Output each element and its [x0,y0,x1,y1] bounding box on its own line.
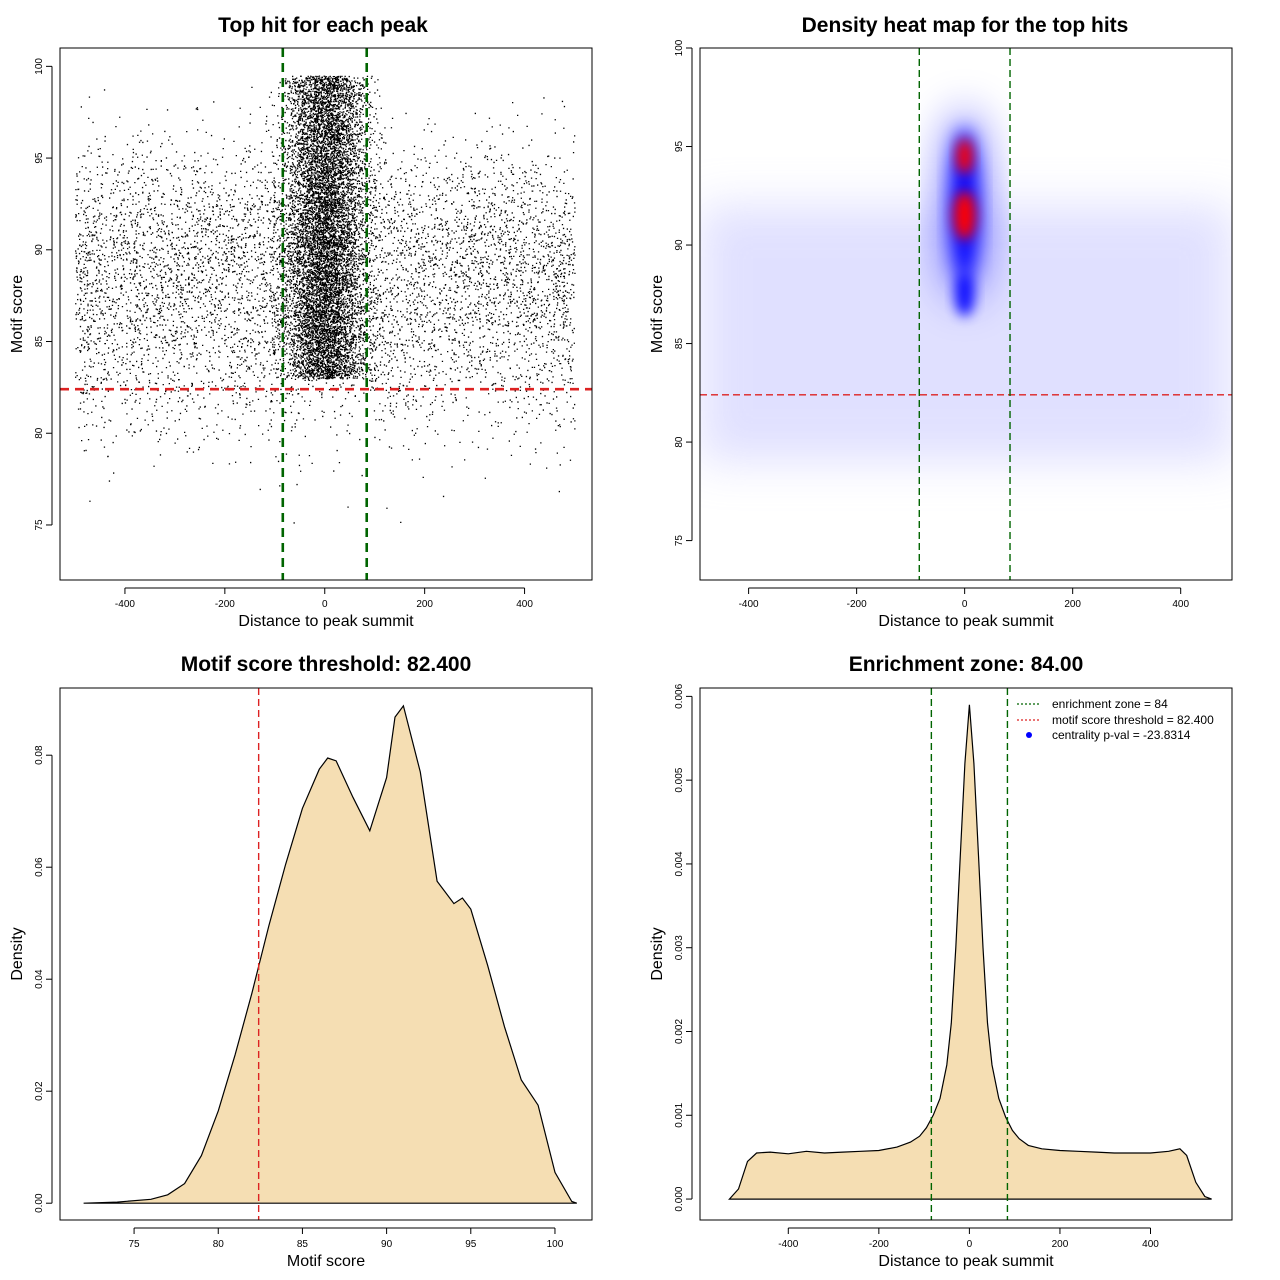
heatmap-y-tick-label: 80 [674,436,685,448]
heatmap-plot-frame [699,47,1233,581]
distance-density-title: Enrichment zone: 84.00 [849,653,1084,676]
scatter-y-tick-label: 80 [34,427,45,439]
heatmap-x-tick-label: 400 [1172,599,1189,610]
scatter-y-tick-label: 95 [34,152,45,164]
scatter-panel: Top hit for each peak -400 -200 0 200 400 75 8… [9,14,593,630]
scatter-x-tick-label: 0 [322,599,328,610]
heatmap-hotspot [954,272,975,317]
scatter-x-tick-label: -400 [115,599,135,610]
distance-density-x-label: Distance to peak summit [878,1253,1054,1270]
score-density-axes: 75 80 85 90 95 100 0.00 0.02 0.04 0.06 0.08 [34,745,564,1250]
scatter-axes: -400 -200 0 200 400 75 80 85 90 95 100 [34,58,533,610]
distance-density-y-tick-label: 0.000 [674,1186,685,1211]
heatmap-panel: Density heat map for the top hits -400 -2… [649,14,1233,630]
heatmap-y-tick-label: 100 [674,39,685,56]
scatter-x-label: Distance to peak summit [238,613,414,630]
heatmap-reference-lines [700,48,1232,580]
distance-density-y-tick-label: 0.003 [674,935,685,960]
heatmap-x-tick-label: 200 [1064,599,1081,610]
score-density-y-tick-label: 0.02 [34,1081,45,1101]
heatmap-x-tick-label: -400 [739,599,759,610]
distance-density-y-tick-label: 0.001 [674,1102,685,1127]
score-density-y-tick-label: 0.06 [34,857,45,877]
distance-density-x-tick-label: 0 [967,1239,973,1250]
heatmap-hotspot [956,138,973,174]
legend-label-enrichment-zone: enrichment zone = 84 [1052,697,1168,711]
heatmap-x-tick-label: 0 [962,599,968,610]
heatmap-y-tick-label: 85 [674,338,685,350]
scatter-points [75,75,576,524]
score-density-y-tick-label: 0.04 [34,969,45,989]
distance-density-x-tick-label: 400 [1142,1239,1159,1250]
scatter-plot-frame [59,47,593,581]
distance-density-plot-frame [699,687,1233,1221]
distance-density-x-tick-label: -400 [778,1239,798,1250]
distance-density-x-tick-label: -200 [869,1239,889,1250]
heatmap-y-tick-label: 90 [674,239,685,251]
heatmap-hotspot [953,191,976,240]
score-density-x-tick-label: 85 [297,1239,309,1250]
distance-density-axes: -400 -200 0 200 400 0.000 0.001 0.002 0.003 0.004… [674,683,1159,1250]
heatmap-axes: -400 -200 0 200 400 75 80 85 90 95 100 [674,39,1189,610]
score-density-area [83,704,577,1204]
scatter-point-cloud [75,75,576,524]
score-density-x-tick-label: 100 [547,1239,564,1250]
heatmap-y-label: Motif score [649,275,666,353]
score-density-title: Motif score threshold: 82.400 [181,653,472,676]
distance-density-y-label: Density [649,927,666,980]
score-density-plot-frame [59,687,593,1221]
distance-density-y-tick-label: 0.005 [674,767,685,792]
distance-density-panel: Enrichment zone: 84.00 -400 -200 0 200 400 0.… [649,653,1233,1270]
distance-density-x-tick-label: 200 [1052,1239,1069,1250]
score-density-x-tick-label: 75 [129,1239,141,1250]
heatmap-x-label: Distance to peak summit [878,613,1054,630]
score-density-x-tick-label: 90 [381,1239,393,1250]
score-density-panel: Motif score threshold: 82.400 75 80 85 90 95… [9,653,593,1270]
scatter-y-tick-label: 75 [34,519,45,531]
scatter-y-tick-label: 90 [34,244,45,256]
distance-density-y-tick-label: 0.006 [674,683,685,708]
legend-swatch-pval [1026,732,1032,738]
score-density-x-label: Motif score [287,1253,365,1270]
distance-density-reference-lines [930,688,1009,1220]
scatter-x-tick-label: 200 [416,599,433,610]
distance-density-y-tick-label: 0.004 [674,851,685,876]
score-density-y-label: Density [9,927,26,980]
distance-density-legend: enrichment zone = 84 motif score thresho… [1017,697,1214,742]
distance-density-area [728,704,1212,1200]
scatter-x-tick-label: 400 [516,599,533,610]
legend-label-threshold: motif score threshold = 82.400 [1052,713,1214,727]
score-density-y-tick-label: 0.00 [34,1193,45,1213]
scatter-y-label: Motif score [9,275,26,353]
scatter-reference-lines [60,48,592,580]
legend-label-pval: centrality p-val = -23.8314 [1052,728,1191,742]
scatter-x-tick-label: -200 [215,599,235,610]
scatter-y-tick-label: 100 [34,58,45,75]
scatter-y-tick-label: 85 [34,336,45,348]
score-density-x-tick-label: 80 [213,1239,225,1250]
scatter-title: Top hit for each peak [218,14,428,37]
distance-density-y-tick-label: 0.002 [674,1019,685,1044]
heatmap-y-tick-label: 75 [674,535,685,547]
score-density-y-tick-label: 0.08 [34,745,45,765]
heatmap-title: Density heat map for the top hits [802,14,1129,37]
heatmap-y-tick-label: 95 [674,141,685,153]
score-density-x-tick-label: 95 [465,1239,477,1250]
heatmap-density [700,109,1232,462]
heatmap-x-tick-label: -200 [847,599,867,610]
